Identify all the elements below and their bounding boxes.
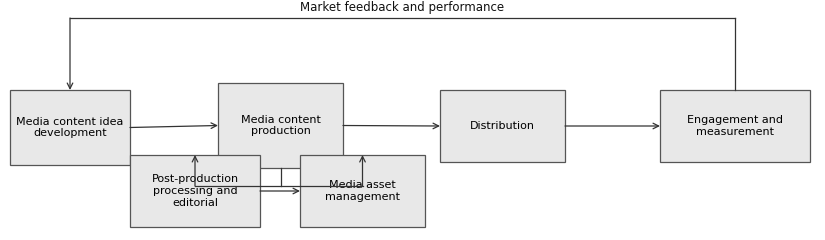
FancyBboxPatch shape (660, 90, 810, 162)
Text: Post-production
processing and
editorial: Post-production processing and editorial (152, 174, 238, 208)
Text: Market feedback and performance: Market feedback and performance (300, 1, 505, 14)
Text: Media content idea
development: Media content idea development (16, 117, 124, 138)
FancyBboxPatch shape (300, 155, 425, 227)
Text: Distribution: Distribution (470, 121, 535, 131)
FancyBboxPatch shape (440, 90, 565, 162)
FancyBboxPatch shape (130, 155, 260, 227)
FancyBboxPatch shape (218, 83, 343, 168)
Text: Media asset
management: Media asset management (325, 180, 400, 202)
FancyBboxPatch shape (10, 90, 130, 165)
Text: Engagement and
measurement: Engagement and measurement (687, 115, 783, 137)
Text: Media content
production: Media content production (241, 115, 320, 136)
